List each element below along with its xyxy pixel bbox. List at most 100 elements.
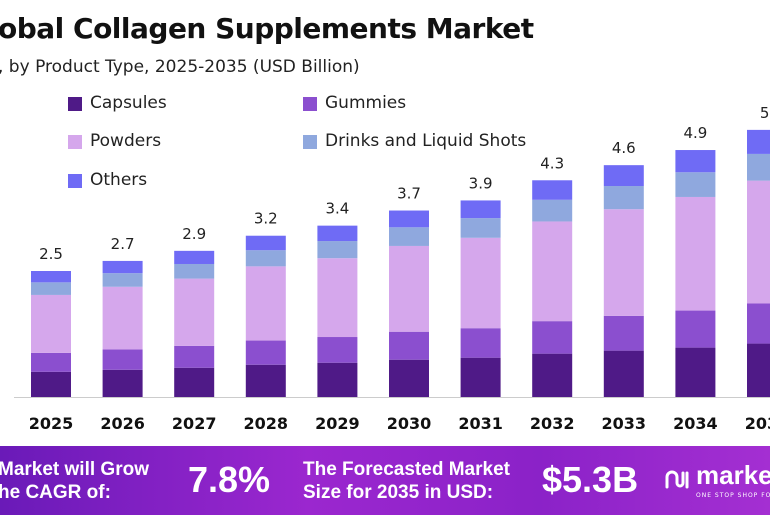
bar-segment-2027-powders	[174, 278, 215, 346]
bar-segment-2034-capsules	[675, 347, 716, 397]
legend-label: Capsules	[90, 93, 167, 113]
bar-segment-2033-powders	[603, 209, 644, 316]
cagr-label-line1: Market will Grow	[0, 459, 149, 480]
legend-swatch	[303, 134, 317, 149]
data-label-2034: 4.9	[683, 124, 707, 142]
data-label-2027: 2.9	[182, 225, 206, 243]
chart-subtitle: , by Product Type, 2025-2035 (USD Billio…	[0, 57, 360, 77]
bar-segment-2034-others	[675, 150, 716, 173]
bar-segment-2033-others	[603, 165, 644, 187]
data-label-2028: 3.2	[254, 210, 278, 228]
bar-segment-2032-gummies	[532, 321, 573, 354]
bar-segment-2025-gummies	[31, 352, 71, 372]
legend-swatch	[68, 96, 82, 111]
bar-segment-2028-capsules	[245, 364, 286, 397]
bar-segment-2026-others	[102, 260, 143, 274]
bar-segment-2030-capsules	[389, 359, 429, 397]
bar-segment-2029-gummies	[317, 337, 358, 363]
bar-segment-2025-others	[31, 271, 71, 283]
bar-segment-2031-capsules	[460, 357, 501, 397]
x-tick-label-2028: 2028	[244, 414, 289, 433]
bar-segment-2030-drinks-and-liquid-shots	[389, 227, 429, 246]
legend-swatch	[68, 173, 82, 188]
forecast-label-line1: The Forecasted Market	[303, 459, 510, 480]
chart-title: obal Collagen Supplements Market	[0, 12, 534, 45]
x-tick-label-2032: 2032	[530, 414, 575, 433]
bar-segment-2035-capsules	[747, 343, 770, 397]
bar-segment-2033-capsules	[603, 350, 644, 397]
bar-segment-2028-powders	[245, 266, 286, 341]
data-label-2026: 2.7	[111, 235, 135, 253]
bar-segment-2025-capsules	[31, 371, 71, 397]
bar-segment-2035-drinks-and-liquid-shots	[747, 153, 770, 181]
summary-banner: Market will Grow he CAGR of: 7.8% The Fo…	[0, 446, 770, 515]
logo-tagline: ONE STOP SHOP FO	[696, 492, 770, 499]
forecast-label-line2: Size for 2035 in USD:	[303, 482, 494, 503]
logo-icon	[665, 470, 689, 489]
bar-segment-2031-drinks-and-liquid-shots	[460, 218, 501, 238]
legend-label: Gummies	[325, 93, 407, 113]
bar-segment-2030-gummies	[389, 331, 429, 360]
bar-segment-2035-powders	[747, 180, 770, 304]
bar-segment-2030-others	[389, 210, 429, 228]
data-label-2031: 3.9	[469, 174, 493, 192]
forecast-value: $5.3B	[542, 459, 639, 500]
bar-segment-2027-drinks-and-liquid-shots	[174, 263, 215, 279]
forecast-label: The Forecasted Market Size for 2035 in U…	[303, 458, 510, 504]
bar-segment-2031-others	[460, 200, 501, 219]
x-tick-label-2030: 2030	[387, 414, 432, 433]
bar-segment-2026-gummies	[102, 349, 143, 370]
x-tick-label-2026: 2026	[100, 414, 145, 433]
stacked-bar-chart: 2.5 2025 2.7 2026 2.9 2027 3.2 2028 3.4 2029 3.7 20…	[14, 104, 770, 433]
legend-item-others: Others	[68, 170, 147, 191]
data-label-2033: 4.6	[612, 139, 636, 157]
logo-name: marke	[696, 460, 770, 490]
bar-segment-2032-powders	[532, 221, 573, 322]
bar-segment-2032-capsules	[532, 353, 573, 397]
bar-segment-2027-capsules	[174, 367, 215, 397]
bar-segment-2027-others	[174, 250, 215, 264]
bar-segment-2026-drinks-and-liquid-shots	[102, 273, 143, 287]
x-tick-label-2027: 2027	[172, 414, 217, 433]
data-label-2030: 3.7	[397, 185, 421, 203]
bar-segment-2031-powders	[460, 237, 501, 329]
data-label-2032: 4.3	[540, 154, 564, 172]
bar-segment-2028-gummies	[245, 340, 286, 365]
bar-segment-2030-powders	[389, 245, 429, 332]
bar-segment-2025-powders	[31, 294, 71, 353]
x-tick-label-2025: 2025	[29, 414, 74, 433]
data-label-2035: 5.	[760, 104, 770, 122]
bar-segment-2032-drinks-and-liquid-shots	[532, 199, 573, 222]
legend-item-capsules: Capsules	[68, 93, 167, 114]
legend-swatch	[68, 134, 82, 149]
bar-segment-2025-drinks-and-liquid-shots	[31, 282, 71, 295]
legend-item-powders: Powders	[68, 131, 161, 152]
x-tick-label-2031: 2031	[458, 414, 503, 433]
x-tick-label-2033: 2033	[602, 414, 647, 433]
bar-segment-2033-drinks-and-liquid-shots	[603, 186, 644, 210]
legend-label: Powders	[90, 131, 162, 151]
bar-segment-2035-others	[747, 129, 770, 154]
x-tick-label-2035: 2035	[745, 414, 770, 433]
bar-segment-2028-others	[245, 235, 286, 251]
cagr-label: Market will Grow he CAGR of:	[0, 458, 149, 504]
bar-segment-2033-gummies	[603, 315, 644, 351]
legend-item-gummies: Gummies	[303, 93, 406, 114]
bar-segment-2029-others	[317, 225, 358, 242]
bar-segment-2031-gummies	[460, 328, 501, 358]
data-label-2029: 3.4	[325, 200, 349, 218]
bar-segment-2034-powders	[675, 196, 716, 311]
legend-label: Others	[90, 170, 148, 190]
brand-logo: marke ONE STOP SHOP FO	[664, 460, 770, 500]
cagr-label-line2: he CAGR of:	[0, 482, 111, 503]
bar-segment-2032-others	[532, 180, 573, 200]
legend-item-drinks-and-liquid-shots: Drinks and Liquid Shots	[303, 131, 526, 152]
bar-segment-2028-drinks-and-liquid-shots	[245, 250, 286, 267]
cagr-value: 7.8%	[188, 459, 271, 500]
bar-segment-2034-gummies	[675, 310, 716, 348]
bar-segment-2026-capsules	[102, 369, 143, 397]
bar-segment-2029-powders	[317, 258, 358, 338]
legend-swatch	[303, 96, 317, 111]
bar-segment-2029-capsules	[317, 362, 358, 397]
bar-segment-2027-gummies	[174, 345, 215, 368]
